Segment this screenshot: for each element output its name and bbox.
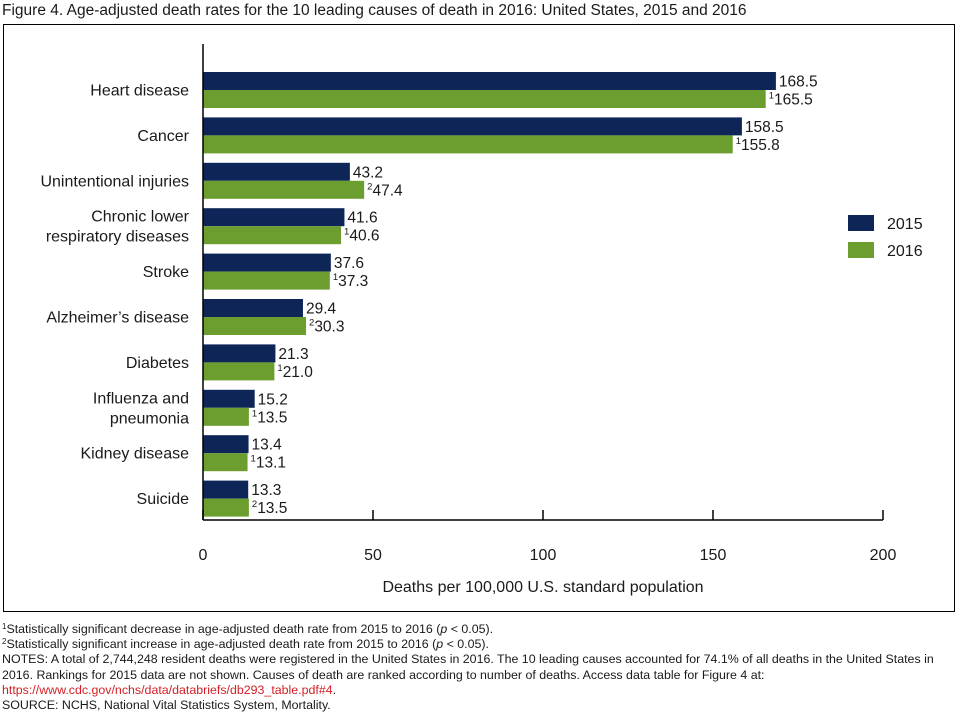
footnotes: 1Statistically significant decrease in a… (2, 622, 952, 713)
bar-2015-1 (203, 72, 776, 90)
category-label-2: Cancer (137, 128, 189, 145)
value-label-2016-3: 247.4 (367, 181, 403, 199)
footnote-1-mark: 1 (2, 622, 7, 631)
bar-2016-2 (203, 135, 733, 154)
data-table-link[interactable]: https://www.cdc.gov/nchs/data/databriefs… (2, 682, 333, 697)
value-label-2016-6: 230.3 (309, 318, 344, 336)
legend-label-2016: 2016 (887, 243, 923, 260)
value-label-2015-6: 29.4 (306, 301, 337, 318)
legend-label-2015: 2015 (887, 216, 923, 233)
notes-text: NOTES: A total of 2,744,248 resident dea… (2, 652, 934, 682)
x-tick-label-50: 50 (364, 547, 382, 564)
bar-2016-5 (203, 271, 330, 290)
bar-2015-2 (203, 117, 742, 136)
category-label-5: Stroke (143, 264, 189, 281)
chart-frame (3, 24, 955, 612)
p-symbol: p (436, 637, 444, 652)
value-label-2016-1: 1165.5 (769, 91, 813, 109)
bar-2016-1 (203, 90, 766, 108)
figure-title: Figure 4. Age-adjusted death rates for t… (2, 2, 747, 19)
value-label-2015-2: 158.5 (745, 119, 784, 136)
bar-2016-9 (203, 453, 248, 472)
bar-2016-7 (203, 362, 275, 381)
bar-2015-10 (203, 480, 249, 499)
category-label-9: Kidney disease (80, 446, 189, 463)
x-tick-label-0: 0 (199, 547, 208, 564)
category-labels: Heart disease Cancer Unintentional injurie… (40, 83, 189, 509)
value-label-2016-10: 213.5 (252, 499, 287, 517)
legend: 2015 2016 (848, 215, 923, 260)
bar-2015-3 (203, 162, 350, 181)
footnote-2: 2Statistically significant increase in a… (2, 637, 952, 652)
bar-2015-7 (203, 344, 276, 363)
value-label-2015-4: 41.6 (347, 210, 377, 227)
x-axis-title: Deaths per 100,000 U.S. standard populat… (382, 579, 703, 596)
value-label-2015-8: 15.2 (258, 391, 288, 408)
bar-2015-5 (203, 253, 331, 272)
value-label-2015-10: 13.3 (251, 482, 281, 499)
category-label-4: Chronic lower respiratory diseases (46, 209, 190, 246)
bar-2016-3 (203, 180, 365, 199)
source: SOURCE: NCHS, National Vital Statistics … (2, 698, 331, 713)
footnote-2-tail: < 0.05). (443, 637, 489, 652)
x-tick-label-200: 200 (870, 547, 897, 564)
category-label-6: Alzheimer’s disease (46, 310, 189, 327)
value-label-2015-5: 37.6 (334, 255, 364, 272)
category-label-8: Influenza and pneumonia (93, 390, 189, 427)
bar-2015-9 (203, 435, 249, 454)
category-label-1: Heart disease (90, 83, 189, 100)
x-tick-label-100: 100 (530, 547, 557, 564)
footnote-2-mark: 2 (2, 637, 7, 647)
x-tick-label-150: 150 (700, 547, 727, 564)
value-label-2016-8: 113.5 (252, 408, 287, 426)
value-label-2015-7: 21.3 (278, 346, 308, 363)
footnote-1: 1Statistically significant decrease in a… (2, 622, 952, 637)
value-label-2016-9: 113.1 (251, 454, 286, 472)
footnote-1-tail: < 0.05). (447, 622, 494, 636)
bar-2016-4 (203, 226, 342, 245)
category-label-7: Diabetes (126, 355, 189, 372)
value-label-2015-1: 168.5 (779, 74, 818, 91)
legend-swatch-2015 (848, 215, 874, 231)
footnote-1-text: Statistically significant decrease in ag… (6, 622, 441, 636)
value-label-2015-9: 13.4 (252, 437, 283, 454)
legend-swatch-2016 (848, 242, 874, 258)
bar-2015-8 (203, 389, 255, 408)
category-label-10: Suicide (137, 491, 190, 508)
bar-2016-6 (203, 317, 307, 335)
x-axis: 0 50 100 150 200 Deaths per 100,000 U.S. stan… (199, 44, 897, 596)
value-label-2015-3: 43.2 (353, 164, 383, 181)
bar-2015-4 (203, 208, 345, 227)
footnote-2-text: Statistically significant increase in ag… (6, 637, 437, 652)
value-label-2016-7: 121.0 (277, 363, 313, 381)
bar-2016-10 (203, 498, 249, 517)
bars-group (203, 72, 776, 517)
value-label-2016-4: 140.6 (344, 227, 379, 245)
bar-chart: Heart disease Cancer Unintentional injurie… (40, 44, 923, 596)
bar-2015-6 (203, 299, 303, 317)
value-label-2016-2: 1155.8 (736, 136, 780, 154)
bar-2016-8 (203, 407, 249, 426)
link-tail: . (332, 682, 337, 697)
value-label-2016-5: 137.3 (333, 272, 368, 290)
notes: NOTES: A total of 2,744,248 resident dea… (2, 652, 952, 698)
category-label-3: Unintentional injuries (40, 173, 189, 190)
p-symbol: p (440, 622, 448, 636)
